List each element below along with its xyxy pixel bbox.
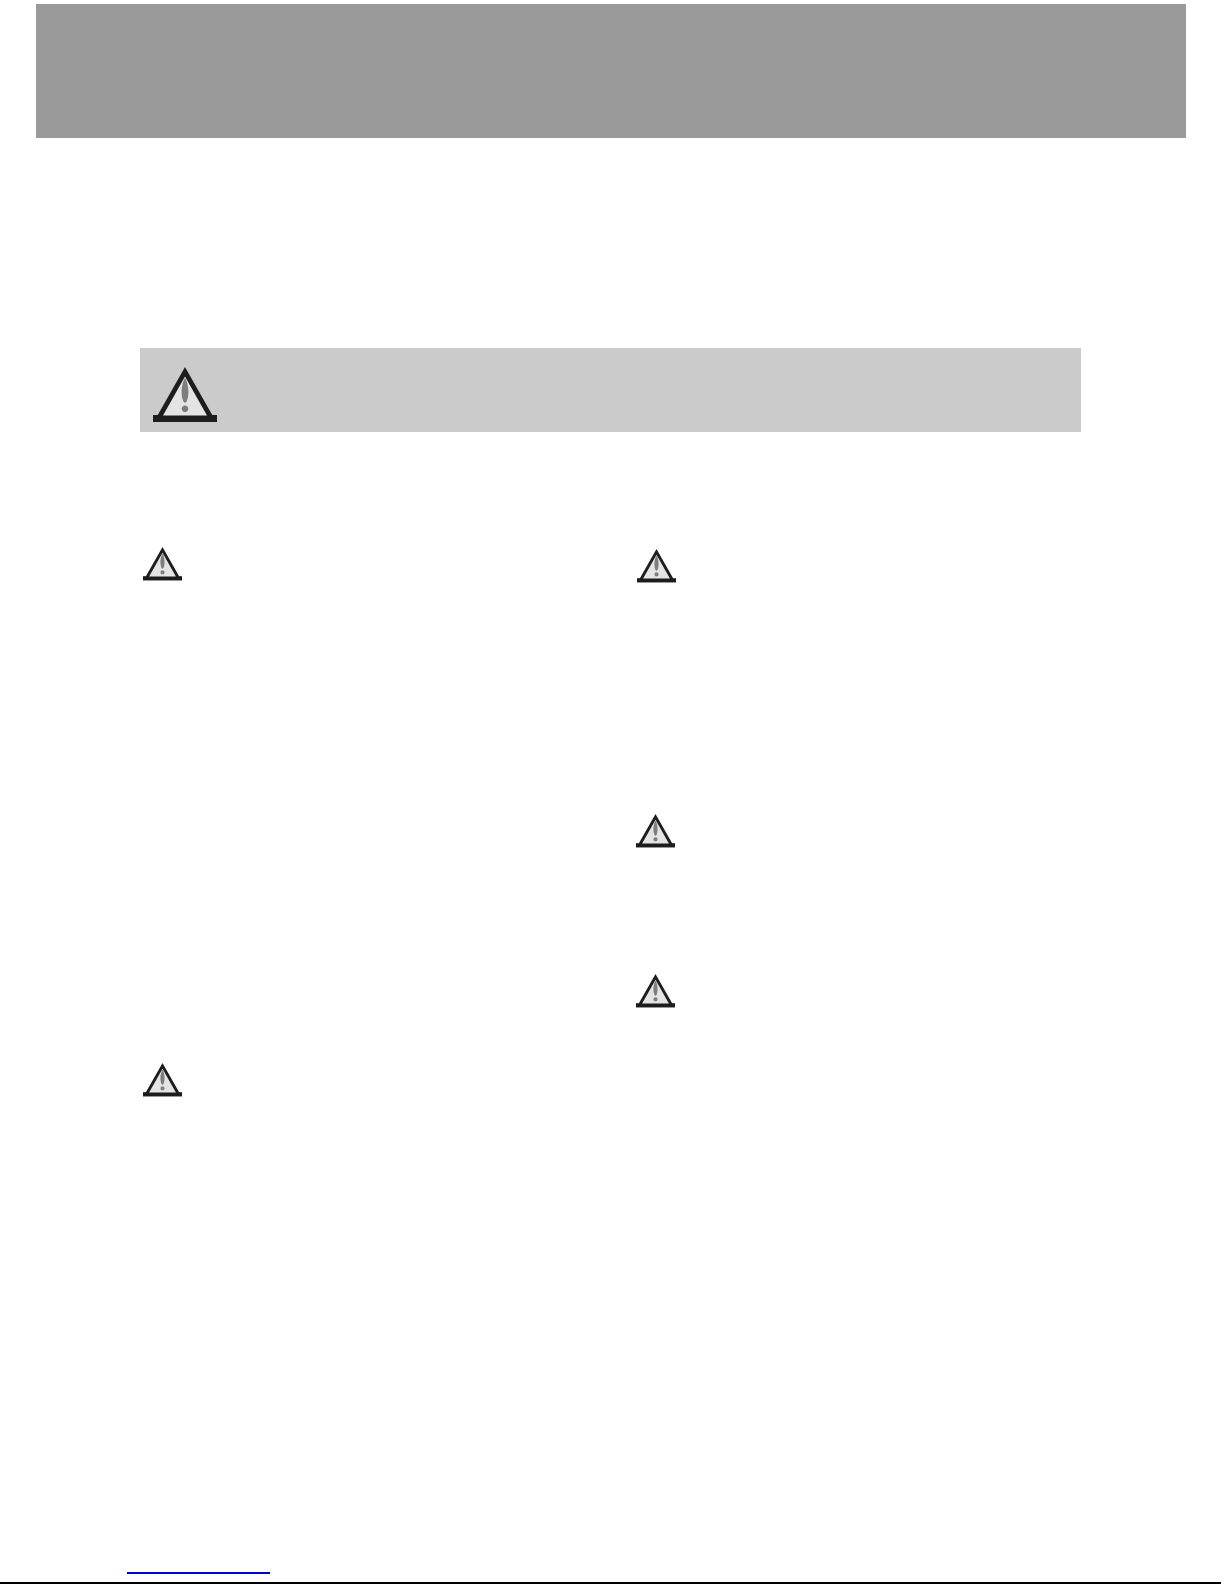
- warning-triangle-icon: [153, 366, 217, 424]
- warning-triangle-icon: [637, 548, 676, 584]
- warning-triangle-icon: [143, 546, 182, 582]
- warning-triangle-icon: [143, 1062, 182, 1098]
- warning-banner-text: [232, 348, 1071, 432]
- warning-banner: [140, 348, 1081, 432]
- footer-link[interactable]: [127, 1558, 270, 1574]
- warning-triangle-icon: [636, 813, 675, 849]
- header-band: [36, 4, 1186, 138]
- bottom-rule: [0, 1582, 1221, 1584]
- warning-triangle-icon: [636, 973, 675, 1009]
